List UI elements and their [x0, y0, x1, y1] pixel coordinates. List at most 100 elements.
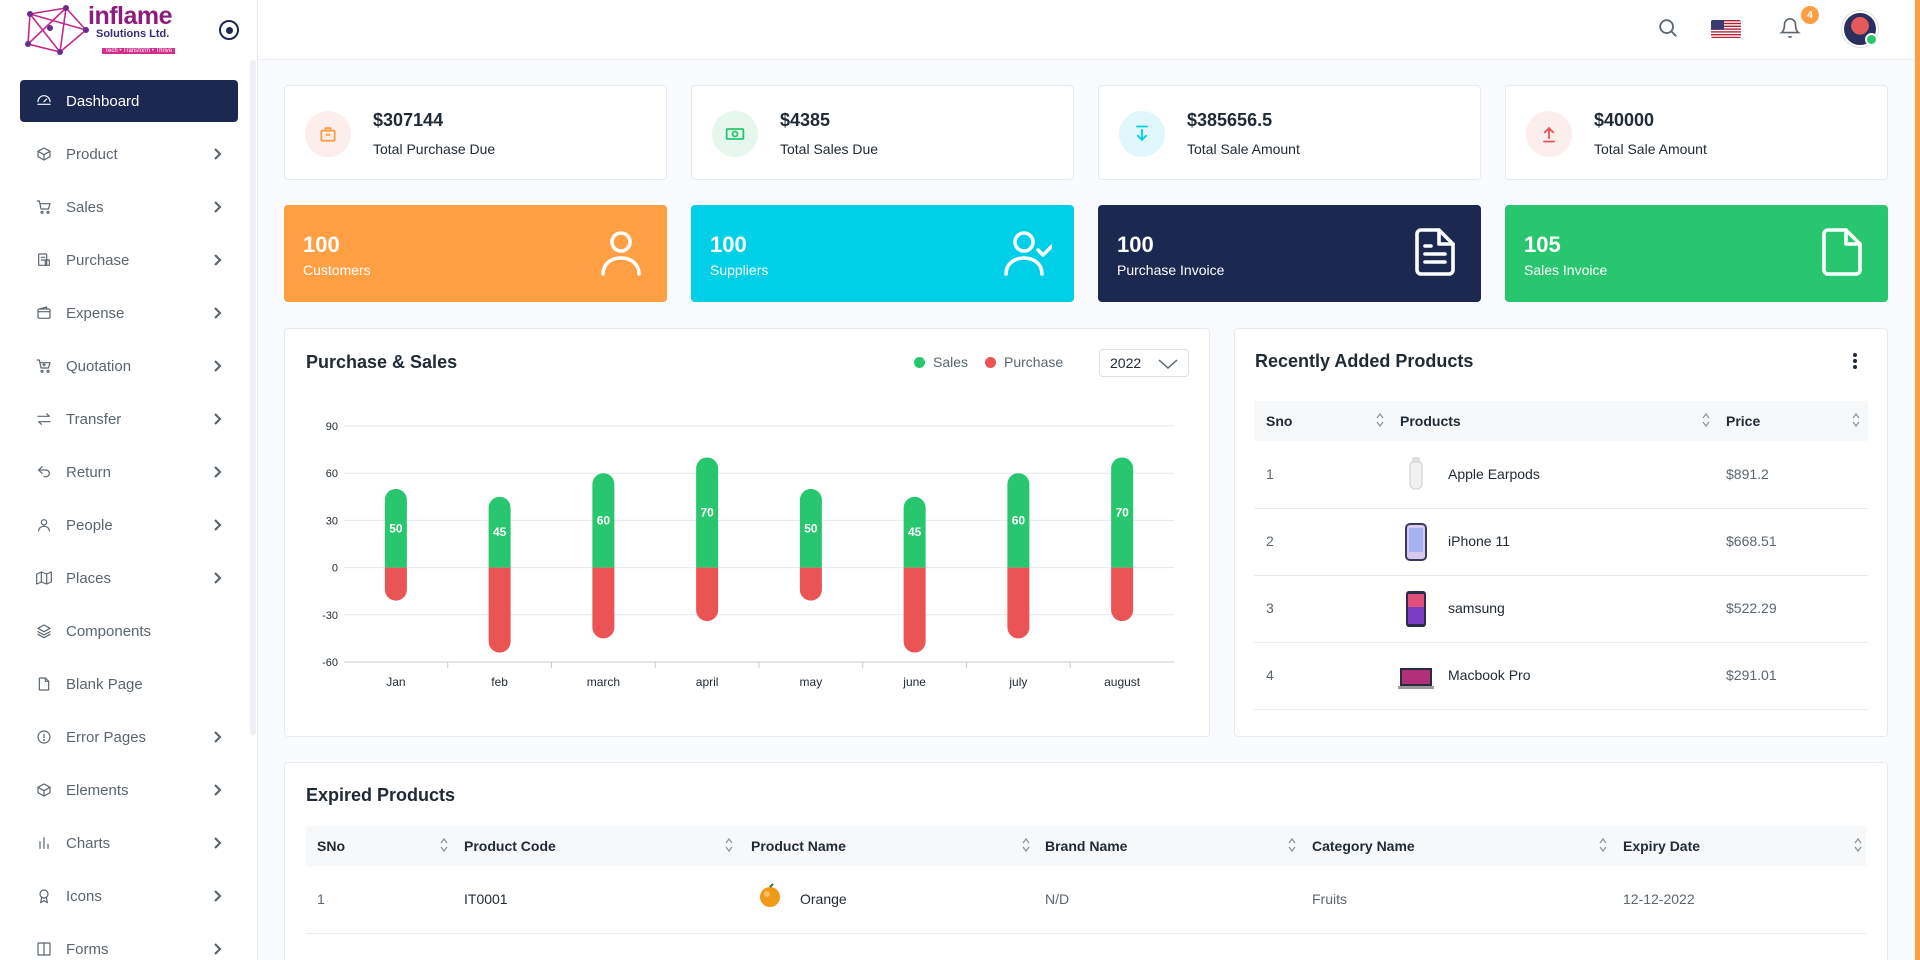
sales-bar	[1007, 473, 1030, 568]
chevron-right-icon	[214, 201, 222, 213]
purchase-sales-chart: 90 60 30 0 -30 -60 50 Jan 45 feb 60 march 70 april 50 m…	[322, 421, 1174, 689]
sales-bar	[799, 488, 822, 568]
legend-purchase[interactable]: Purchase	[985, 354, 1063, 370]
column-header[interactable]: Brand Name	[1045, 838, 1128, 854]
price-cell: $522.29	[1726, 600, 1777, 616]
column-header[interactable]: Product Code	[464, 838, 556, 854]
bell-icon[interactable]	[1779, 16, 1801, 40]
sidebar-item-label: Dashboard	[66, 92, 140, 110]
chevron-right-icon	[214, 148, 222, 160]
product-name-cell[interactable]: iPhone 11	[1448, 533, 1511, 549]
legend-sales[interactable]: Sales	[914, 354, 968, 370]
us-flag-icon[interactable]	[1711, 20, 1741, 38]
sidebar-item-purchase[interactable]: Purchase	[20, 239, 238, 281]
column-header[interactable]: Product Name	[751, 838, 846, 854]
x-tick-label: august	[1104, 675, 1141, 689]
brand-logo[interactable]: inflame Solutions Ltd. Tech • Transform …	[0, 0, 257, 60]
table-row[interactable]: 1 IT0001 Orange N/D Fruits 12-12-2022	[306, 867, 1866, 934]
column-header[interactable]: Expiry Date	[1623, 838, 1701, 854]
cash-icon	[725, 128, 745, 140]
sidebar-item-product[interactable]: Product	[20, 133, 238, 175]
table-row[interactable]: 2 iPhone 11 $668.51	[1254, 509, 1868, 576]
sidebar-item-quotation[interactable]: Quotation	[20, 345, 238, 387]
count-card[interactable]: 100 Suppliers	[691, 205, 1074, 302]
search-icon[interactable]	[1657, 17, 1679, 39]
stat-label: Total Purchase Due	[373, 141, 496, 157]
column-header[interactable]: SNo	[317, 838, 345, 854]
chevron-right-icon	[214, 413, 222, 425]
sidebar-menu: Dashboard Product Sales Purchase Expense…	[20, 80, 238, 960]
sidebar-item-error-pages[interactable]: Error Pages	[20, 716, 238, 758]
sidebar-item-label: Purchase	[66, 251, 130, 269]
count-card[interactable]: 100 Customers	[284, 205, 667, 302]
sidebar-item-label: Transfer	[66, 410, 122, 428]
count-value: 100	[710, 232, 747, 257]
sidebar-item-icons[interactable]: Icons	[20, 875, 238, 917]
bar-data-label: 45	[908, 525, 922, 539]
product-name-cell[interactable]: samsung	[1448, 600, 1505, 616]
sort-icon[interactable]	[1376, 412, 1384, 428]
purchase-bar	[1007, 567, 1030, 639]
sort-icon[interactable]	[1288, 837, 1296, 853]
y-tick-label: 30	[326, 515, 338, 527]
count-card[interactable]: 100 Purchase Invoice	[1098, 205, 1481, 302]
sidebar-toggle-button[interactable]	[219, 20, 239, 40]
purchase-sales-panel	[284, 328, 1210, 737]
column-header[interactable]: Category Name	[1312, 838, 1415, 854]
sidebar-item-forms[interactable]: Forms	[20, 928, 238, 960]
sidebar-item-dashboard[interactable]: Dashboard	[20, 80, 238, 122]
count-label: Suppliers	[710, 262, 769, 278]
stat-value: $40000	[1594, 110, 1655, 130]
user-check-icon	[1004, 231, 1052, 276]
sales-bar	[1111, 457, 1134, 568]
table-row[interactable]: 1 Apple Earpods $891.2	[1254, 442, 1868, 509]
wallet-icon	[36, 305, 52, 321]
notification-count-badge: 4	[1801, 6, 1819, 24]
sno-cell: 3	[1266, 600, 1274, 616]
y-tick-label: -30	[322, 610, 338, 622]
count-card[interactable]: 105 Sales Invoice	[1505, 205, 1888, 302]
stat-label: Total Sale Amount	[1594, 141, 1707, 157]
product-name-cell[interactable]: Macbook Pro	[1448, 667, 1531, 683]
user-avatar[interactable]	[1842, 11, 1878, 47]
product-name-cell[interactable]: Apple Earpods	[1448, 466, 1540, 482]
year-select[interactable]: 2022	[1099, 349, 1189, 377]
sort-icon[interactable]	[1852, 412, 1860, 428]
sort-icon[interactable]	[440, 837, 448, 853]
column-header[interactable]: Products	[1400, 413, 1461, 429]
sort-icon[interactable]	[1854, 837, 1862, 853]
brand-cell: N/D	[1045, 891, 1070, 907]
table-row[interactable]: 3 samsung $522.29	[1254, 576, 1868, 643]
sort-icon[interactable]	[1022, 837, 1030, 853]
stat-label: Total Sales Due	[780, 141, 879, 157]
table-row[interactable]: 4 Macbook Pro $291.01	[1254, 643, 1868, 710]
sidebar-item-charts[interactable]: Charts	[20, 822, 238, 864]
sidebar-item-people[interactable]: People	[20, 504, 238, 546]
x-tick-label: april	[696, 675, 719, 689]
purchase-sales-title: Purchase & Sales	[306, 352, 458, 372]
transfer-arrows-icon	[36, 411, 52, 427]
earpods-image	[1409, 457, 1423, 490]
sidebar-item-sales[interactable]: Sales	[20, 186, 238, 228]
sales-bar	[592, 473, 615, 568]
chevron-right-icon	[214, 572, 222, 584]
sort-icon[interactable]	[1702, 412, 1710, 428]
sidebar-scrollbar[interactable]	[250, 60, 256, 735]
count-label: Customers	[303, 262, 371, 278]
sidebar-item-expense[interactable]: Expense	[20, 292, 238, 334]
brand-tagline: Tech • Transform • Thrive	[102, 48, 176, 54]
sidebar-item-return[interactable]: Return	[20, 451, 238, 493]
sidebar-item-components[interactable]: Components	[20, 610, 238, 652]
sidebar-item-blank-page[interactable]: Blank Page	[20, 663, 238, 705]
column-header[interactable]: Price	[1726, 413, 1761, 429]
sidebar-item-transfer[interactable]: Transfer	[20, 398, 238, 440]
sort-icon[interactable]	[1599, 837, 1607, 853]
column-header[interactable]: Sno	[1266, 413, 1293, 429]
sidebar-item-places[interactable]: Places	[20, 557, 238, 599]
more-options-icon[interactable]	[1852, 352, 1858, 370]
sno-cell: 2	[1266, 533, 1274, 549]
sidebar-item-elements[interactable]: Elements	[20, 769, 238, 811]
file-text-icon	[1415, 228, 1455, 276]
product-name-cell[interactable]: Orange	[800, 891, 847, 907]
sort-icon[interactable]	[725, 837, 733, 853]
